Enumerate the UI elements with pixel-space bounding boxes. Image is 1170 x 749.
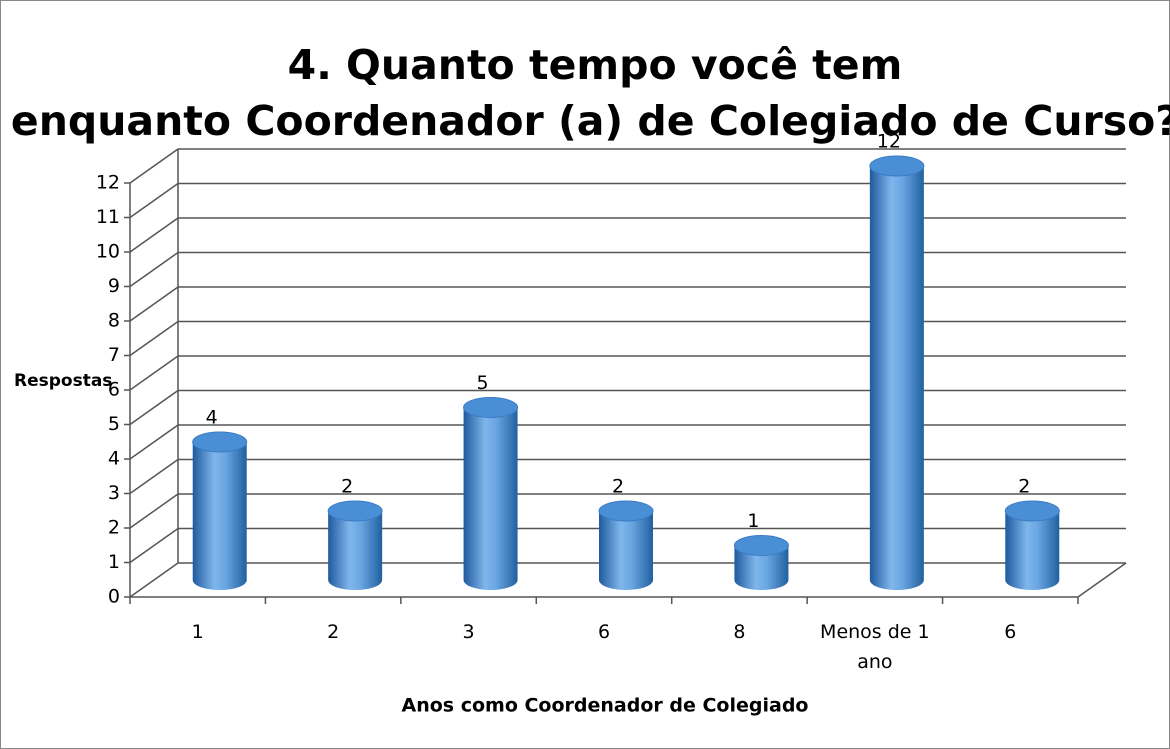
y-tick-label: 8 bbox=[108, 310, 120, 332]
bar-top bbox=[463, 397, 519, 418]
grid-line bbox=[129, 217, 179, 253]
data-label: 2 bbox=[341, 476, 353, 498]
chart-title: 4. Quanto tempo você tem enquanto Coorden… bbox=[11, 41, 1170, 145]
grid-line bbox=[129, 389, 179, 426]
grid-line bbox=[129, 424, 179, 460]
grid-line bbox=[129, 182, 179, 219]
grid-line bbox=[129, 562, 179, 598]
data-label: 2 bbox=[1018, 476, 1030, 498]
y-tick-label: 9 bbox=[108, 275, 120, 297]
y-tick-label: 6 bbox=[108, 379, 120, 401]
bar-top bbox=[598, 500, 654, 522]
y-tick-label: 5 bbox=[108, 413, 120, 435]
title-line: 4. Quanto tempo você tem bbox=[288, 41, 903, 89]
bar bbox=[1004, 500, 1060, 590]
x-tick-label: Menos de 1 ano bbox=[820, 621, 930, 673]
y-tick-label: 3 bbox=[108, 482, 120, 504]
bar bbox=[327, 500, 383, 590]
y-tick-label: 10 bbox=[96, 241, 120, 263]
x-tick-label: 1 bbox=[191, 621, 204, 643]
floor-right bbox=[1077, 562, 1127, 598]
bar-body bbox=[599, 511, 653, 590]
bar-body bbox=[869, 166, 924, 590]
data-label: 12 bbox=[877, 131, 901, 153]
x-axis-title: Anos como Coordenador de Colegiado bbox=[402, 695, 809, 717]
x-tick-label: 6 bbox=[1004, 621, 1017, 643]
y-tick-label: 0 bbox=[108, 586, 120, 608]
x-tick-label: 6 bbox=[597, 621, 611, 643]
grid-line bbox=[129, 148, 179, 184]
y-tick-label: 11 bbox=[96, 206, 120, 228]
data-label: 5 bbox=[477, 372, 489, 394]
bar-body bbox=[328, 511, 383, 590]
grid-line bbox=[129, 320, 179, 357]
data-label: 2 bbox=[612, 476, 624, 498]
y-tick-label: 7 bbox=[108, 344, 120, 366]
bar-top bbox=[327, 500, 383, 522]
data-label: 4 bbox=[206, 407, 218, 429]
grid-line bbox=[129, 251, 179, 288]
y-tick-label: 12 bbox=[96, 172, 120, 194]
bar-top bbox=[1004, 500, 1060, 522]
bar bbox=[733, 535, 789, 590]
grid-line bbox=[129, 458, 179, 495]
grid-line bbox=[129, 355, 179, 391]
y-tick-label: 4 bbox=[108, 448, 120, 470]
x-tick-label: 3 bbox=[462, 621, 475, 643]
bar bbox=[463, 397, 519, 590]
title-line: enquanto Coordenador (a) de Colegiado de… bbox=[11, 97, 1170, 145]
grid-line bbox=[129, 493, 179, 529]
bar-body bbox=[192, 442, 247, 590]
bar bbox=[869, 155, 925, 590]
bar-top bbox=[869, 155, 925, 177]
bar bbox=[598, 500, 654, 590]
y-axis-title: Respostas bbox=[14, 371, 112, 391]
bar-body bbox=[1005, 511, 1060, 590]
y-tick-label: 1 bbox=[108, 551, 120, 573]
bar bbox=[192, 431, 248, 590]
bar-top bbox=[192, 431, 248, 453]
x-tick-label: 8 bbox=[733, 621, 746, 643]
y-tick-label: 2 bbox=[108, 517, 120, 539]
grid-line bbox=[129, 527, 179, 564]
grid-line bbox=[129, 286, 179, 322]
bar-body bbox=[463, 407, 518, 590]
bar-top bbox=[733, 535, 789, 556]
data-label: 1 bbox=[747, 510, 759, 532]
x-tick-label: 2 bbox=[327, 621, 340, 643]
bar-body bbox=[734, 545, 789, 590]
